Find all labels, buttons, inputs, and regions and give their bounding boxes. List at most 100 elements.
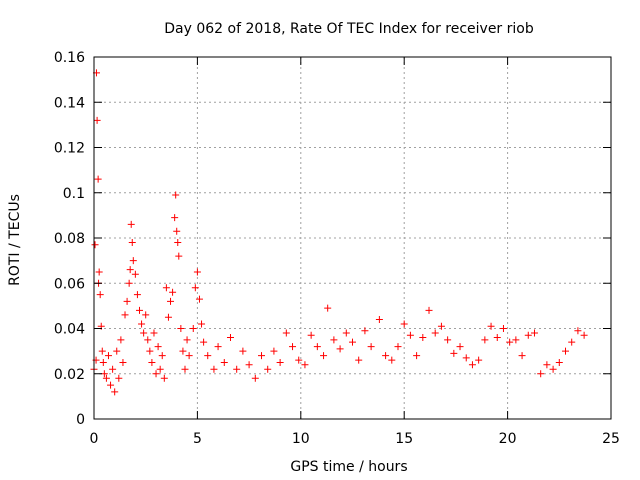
data-point	[342, 329, 350, 337]
x-tick-label: 5	[193, 431, 202, 447]
data-point	[91, 241, 99, 249]
data-point	[189, 325, 197, 332]
data-point	[177, 325, 185, 332]
data-point	[115, 374, 123, 382]
data-point	[167, 297, 175, 305]
data-point	[382, 352, 390, 360]
data-point	[506, 338, 514, 346]
data-point	[518, 352, 526, 360]
y-axis-label: ROTI / TECUs	[7, 194, 23, 286]
data-point	[239, 347, 247, 355]
plot-frame	[93, 56, 612, 420]
data-point	[425, 306, 433, 314]
y-tick-label: 0.1	[63, 186, 85, 202]
data-point	[499, 325, 507, 332]
data-point	[193, 268, 201, 276]
data-point	[320, 352, 328, 360]
data-point	[119, 358, 127, 366]
data-point	[171, 214, 179, 222]
data-point	[158, 352, 166, 360]
data-point	[135, 306, 143, 314]
data-point	[226, 334, 234, 342]
data-point	[245, 361, 253, 369]
grid-lines	[94, 57, 611, 419]
data-point	[175, 252, 183, 260]
data-point	[181, 365, 189, 373]
data-point	[123, 297, 131, 305]
x-tick-label: 10	[292, 431, 310, 447]
data-point	[169, 288, 177, 296]
data-point	[444, 336, 452, 344]
data-points	[90, 69, 588, 396]
data-point	[172, 191, 180, 199]
data-point	[152, 370, 160, 378]
data-point	[220, 358, 228, 366]
data-point	[289, 343, 297, 351]
data-point	[301, 361, 309, 369]
data-point	[313, 343, 321, 351]
y-tick-label: 0	[76, 412, 85, 428]
data-point	[131, 270, 139, 278]
data-point	[413, 352, 421, 360]
data-point	[388, 356, 396, 364]
data-point	[154, 343, 162, 351]
data-point	[98, 347, 106, 355]
data-point	[125, 279, 133, 287]
data-point	[355, 356, 363, 364]
data-point	[93, 116, 101, 124]
data-point	[150, 329, 158, 337]
data-point	[375, 315, 383, 323]
y-tick-label: 0.08	[54, 231, 85, 247]
data-point	[144, 336, 152, 344]
data-point	[562, 347, 570, 355]
data-point	[295, 356, 303, 364]
data-point	[173, 227, 181, 235]
data-point	[128, 239, 136, 247]
data-point	[138, 320, 146, 328]
y-tick-label: 0.14	[54, 95, 85, 111]
data-point	[450, 349, 458, 357]
y-tick-label: 0.04	[54, 322, 85, 338]
data-point	[487, 322, 495, 330]
data-point	[146, 347, 154, 355]
data-point	[574, 327, 582, 335]
data-point	[156, 365, 164, 373]
x-tick-label: 20	[499, 431, 517, 447]
data-point	[437, 322, 445, 330]
data-point	[117, 336, 125, 344]
data-point	[361, 327, 369, 335]
data-point	[468, 361, 476, 369]
data-point	[524, 331, 532, 339]
data-point	[204, 352, 212, 360]
data-point	[113, 347, 121, 355]
y-tick-label: 0.02	[54, 367, 85, 383]
data-point	[580, 331, 588, 339]
data-point	[367, 343, 375, 351]
data-point	[142, 311, 150, 319]
x-tick-label: 0	[90, 431, 99, 447]
data-point	[195, 295, 203, 303]
x-axis-label: GPS time / hours	[290, 459, 407, 475]
data-point	[109, 365, 117, 373]
data-point	[336, 345, 344, 353]
data-point	[121, 311, 129, 319]
data-point	[307, 331, 315, 339]
data-point	[493, 334, 501, 342]
x-tick-label: 25	[602, 431, 620, 447]
data-point	[481, 336, 489, 344]
y-tick-label: 0.06	[54, 276, 85, 292]
data-point	[164, 313, 172, 321]
x-tick-label: 15	[395, 431, 413, 447]
data-point	[129, 257, 137, 265]
data-point	[258, 352, 266, 360]
data-point	[406, 331, 414, 339]
data-point	[264, 365, 272, 373]
data-point	[100, 370, 108, 378]
data-point	[276, 358, 284, 366]
data-point	[214, 343, 222, 351]
data-point	[126, 266, 134, 274]
data-point	[349, 338, 356, 346]
data-point	[512, 336, 520, 344]
data-point	[160, 374, 168, 382]
